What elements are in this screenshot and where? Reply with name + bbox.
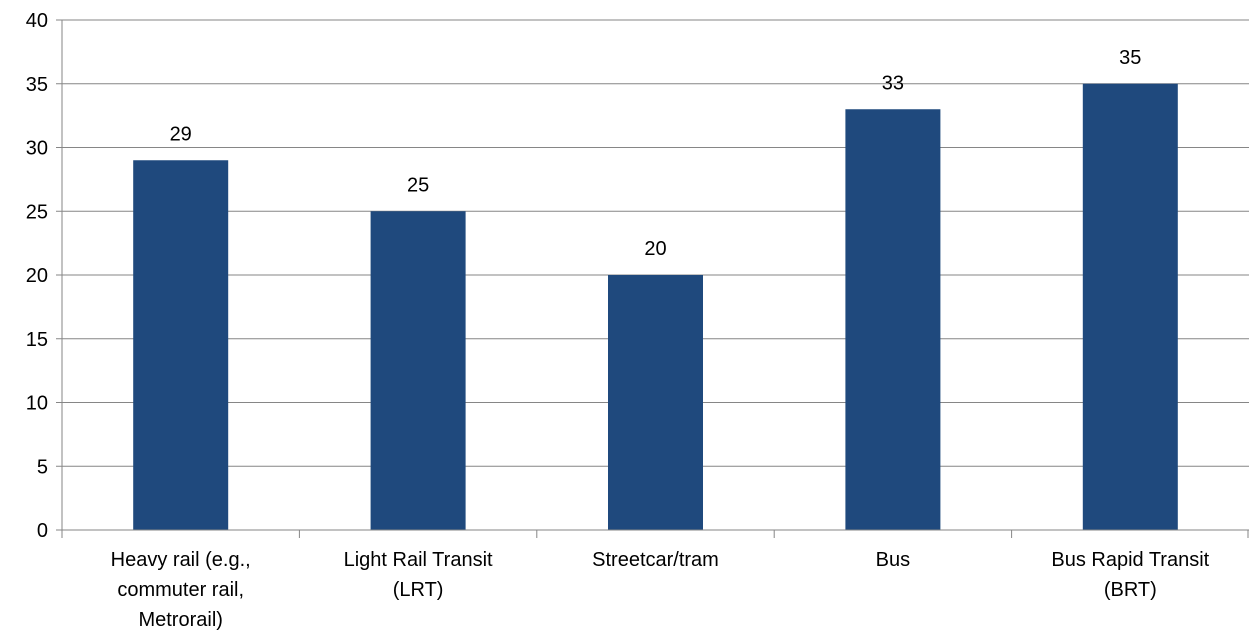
data-label: 20 — [644, 238, 666, 260]
x-category-label: Bus Rapid Transit (BRT) — [1051, 549, 1209, 601]
x-category-label-line: (LRT) — [393, 579, 444, 601]
x-category-label: Light Rail Transit (LRT) — [344, 549, 493, 601]
x-category-label: Bus — [876, 549, 910, 571]
y-tick-label: 35 — [26, 74, 48, 96]
bar — [608, 275, 703, 530]
y-tick-label: 40 — [26, 10, 48, 32]
y-tick-label: 25 — [26, 201, 48, 223]
data-label: 35 — [1119, 47, 1141, 69]
x-category-label: Streetcar/tram — [592, 549, 719, 571]
data-label: 25 — [407, 174, 429, 196]
x-category-label-line: (BRT) — [1104, 579, 1157, 601]
y-tick-label: 0 — [37, 520, 48, 542]
bars — [133, 83, 1178, 530]
y-tick-label: 20 — [26, 265, 48, 287]
x-category-label-line: Metrorail) — [138, 609, 222, 631]
x-category-label-line: Light Rail Transit — [344, 549, 493, 571]
x-category-label-line: Heavy rail (e.g., — [111, 549, 251, 571]
y-tick-label: 5 — [37, 456, 48, 478]
y-tick-label: 15 — [26, 329, 48, 351]
bar — [370, 211, 466, 530]
x-category-label-line: Streetcar/tram — [592, 549, 719, 571]
axes — [56, 19, 1249, 538]
labels: 0 5 10 15 20 25 30 35 40 29 25 20 33 35 Heavy rail (e.… — [26, 10, 1210, 631]
data-label: 29 — [170, 123, 192, 145]
data-label: 33 — [882, 72, 904, 94]
x-category-label: Heavy rail (e.g., commuter rail, Metrorail… — [111, 549, 251, 631]
x-category-label-line: Bus Rapid Transit — [1051, 549, 1209, 571]
bar — [1082, 83, 1178, 530]
y-tick-label: 30 — [26, 138, 48, 160]
x-category-label-line: commuter rail, — [117, 579, 244, 601]
y-tick-label: 10 — [26, 393, 48, 415]
x-category-label-line: Bus — [876, 549, 910, 571]
bar — [845, 109, 941, 530]
bar — [133, 160, 229, 530]
